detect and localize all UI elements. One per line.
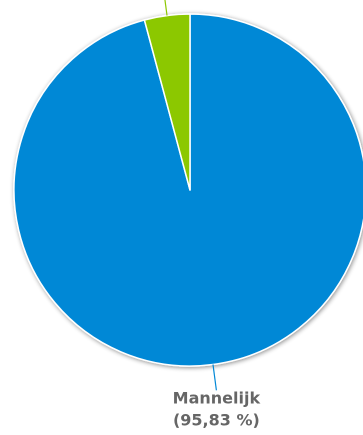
pie-slice-mannelijk[interactable]: [13, 13, 363, 367]
slice-label-name: Mannelijk: [173, 388, 261, 407]
slice-labels: Mannelijk (95,83 %): [173, 388, 261, 429]
label-connector-1: [164, 0, 168, 16]
label-connectors: [164, 0, 217, 391]
label-connector-0: [212, 364, 217, 391]
pie-slices: [13, 13, 363, 367]
pie-slice-slice-1[interactable]: [143, 13, 191, 191]
slice-label-percent: (95,83 %): [173, 410, 260, 429]
